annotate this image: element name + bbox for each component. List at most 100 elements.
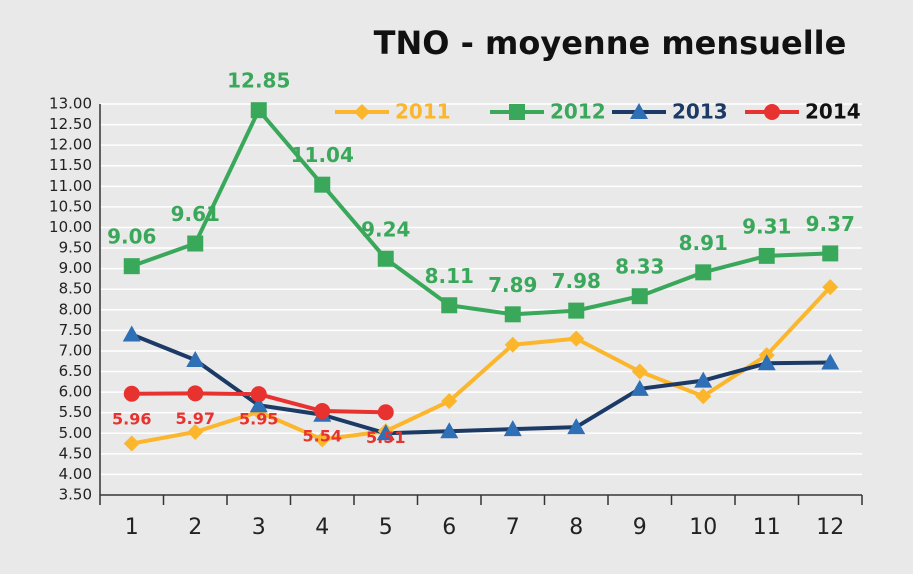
data-label: 5.95	[239, 410, 278, 429]
marker	[314, 176, 331, 193]
y-tick-label: 6.50	[59, 362, 92, 380]
x-tick-label: 4	[315, 515, 329, 540]
series-line	[131, 285, 832, 446]
marker	[186, 351, 205, 368]
data-label: 5.97	[176, 409, 215, 428]
marker	[440, 422, 459, 439]
x-tick-label: 2	[188, 515, 202, 540]
marker	[821, 353, 840, 370]
marker	[504, 336, 521, 353]
y-tick-label: 4.50	[59, 444, 92, 462]
y-tick-label: 3.50	[59, 486, 92, 504]
data-label: 7.98	[552, 269, 601, 293]
y-tick-label: 4.00	[59, 465, 92, 483]
marker	[187, 235, 204, 252]
marker	[376, 424, 395, 441]
x-tick-label: 3	[252, 515, 266, 540]
x-tick-label: 9	[633, 515, 647, 540]
marker	[122, 325, 141, 342]
y-tick-label: 10.50	[49, 197, 92, 215]
y-tick-label: 13.00	[49, 95, 92, 113]
marker	[441, 297, 458, 314]
marker	[377, 250, 394, 267]
marker	[123, 258, 140, 275]
series-line	[131, 332, 831, 436]
marker	[568, 330, 585, 347]
marker	[695, 264, 712, 281]
marker	[764, 104, 780, 120]
marker	[631, 288, 648, 305]
y-tick-label: 12.50	[49, 115, 92, 133]
marker	[567, 418, 586, 435]
data-label: 8.11	[425, 264, 474, 288]
marker	[630, 103, 648, 119]
y-tick-label: 10.00	[49, 218, 92, 236]
y-tick-label: 9.00	[59, 259, 92, 277]
data-label: 12.85	[227, 69, 290, 93]
marker	[631, 363, 648, 380]
legend-label: 2011	[395, 100, 451, 124]
data-label: 9.24	[361, 217, 410, 241]
marker	[123, 435, 140, 452]
marker	[630, 379, 649, 396]
x-tick-label: 5	[379, 515, 393, 540]
marker	[314, 431, 331, 448]
y-tick-label: 11.50	[49, 156, 92, 174]
marker	[509, 104, 525, 120]
data-label: 8.91	[679, 231, 728, 255]
chart-title: TNO - moyenne mensuelle	[374, 24, 847, 62]
data-label: 5.51	[366, 428, 405, 447]
marker	[758, 247, 775, 264]
y-tick-label: 7.00	[59, 341, 92, 359]
y-tick-label: 7.50	[59, 321, 92, 339]
data-label: 5.96	[112, 409, 151, 428]
legend-label: 2014	[805, 100, 861, 124]
marker	[694, 371, 713, 388]
x-tick-label: 7	[506, 515, 520, 540]
data-label: 9.61	[171, 202, 220, 226]
x-tick-label: 8	[569, 515, 583, 540]
marker	[377, 404, 394, 421]
marker	[187, 385, 204, 402]
marker	[314, 403, 331, 420]
marker	[250, 102, 267, 119]
data-label: 8.33	[615, 255, 664, 279]
y-tick-label: 8.50	[59, 280, 92, 298]
y-tick-label: 9.50	[59, 239, 92, 257]
marker	[822, 279, 839, 296]
marker	[123, 385, 140, 402]
y-tick-label: 5.00	[59, 424, 92, 442]
marker	[695, 388, 712, 405]
series-line	[131, 108, 831, 317]
marker	[822, 245, 839, 262]
marker	[441, 393, 458, 410]
y-tick-label: 8.00	[59, 300, 92, 318]
data-label: 9.31	[742, 214, 791, 238]
y-tick-label: 12.00	[49, 136, 92, 154]
y-tick-label: 11.00	[49, 177, 92, 195]
marker	[568, 302, 585, 319]
x-tick-label: 1	[125, 515, 139, 540]
legend-label: 2013	[672, 100, 728, 124]
legend-label: 2012	[550, 100, 606, 124]
marker	[354, 104, 370, 120]
marker	[249, 396, 268, 413]
marker	[187, 424, 204, 441]
x-tick-label: 10	[689, 515, 717, 540]
data-label: 9.37	[806, 212, 855, 236]
marker	[504, 306, 521, 323]
data-label: 9.06	[107, 225, 156, 249]
x-tick-label: 11	[753, 515, 781, 540]
data-label: 7.89	[488, 273, 537, 297]
x-tick-label: 12	[816, 515, 844, 540]
y-tick-label: 6.00	[59, 383, 92, 401]
marker	[250, 386, 267, 403]
data-label: 11.04	[291, 143, 354, 167]
x-tick-label: 6	[442, 515, 456, 540]
y-tick-label: 5.50	[59, 403, 92, 421]
marker	[503, 420, 522, 437]
data-label: 5.54	[303, 427, 342, 446]
marker	[757, 354, 776, 371]
